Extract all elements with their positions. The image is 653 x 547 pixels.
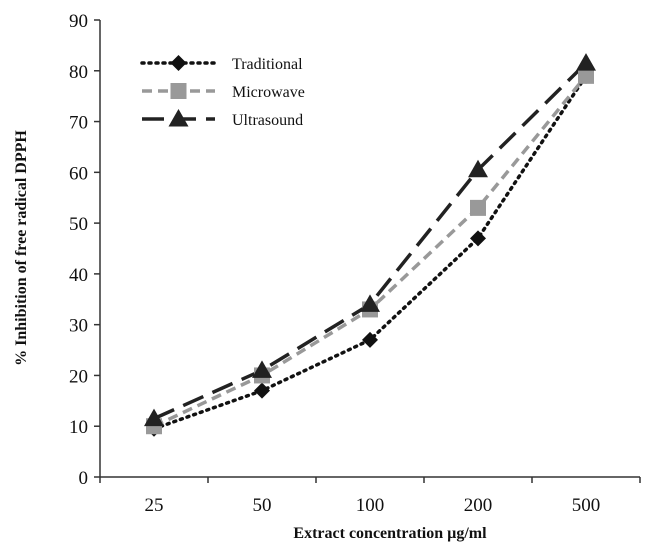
data-point-ultrasound	[144, 408, 164, 427]
x-axis-label: Extract concentration µg/ml	[293, 525, 487, 542]
y-tick-label: 80	[69, 62, 88, 83]
data-point-traditional	[470, 230, 486, 247]
x-tick-label: 500	[572, 495, 601, 516]
y-axis-ticks: 0 10 20 30 40 50 60 70 80 90	[69, 11, 100, 489]
data-point-ultrasound	[252, 360, 272, 378]
legend-marker-traditional	[170, 55, 187, 71]
x-axis-ticks: 25 50 100 200 500	[99, 477, 641, 516]
x-tick-label: 100	[356, 495, 385, 516]
data-point-ultrasound	[468, 159, 488, 178]
legend-marker-ultrasound	[168, 109, 189, 127]
x-tick-label: 25	[145, 495, 164, 516]
x-tick-label: 200	[464, 495, 493, 516]
series-markers	[144, 53, 596, 437]
series-lines	[152, 61, 588, 431]
data-point-ultrasound	[360, 294, 380, 312]
y-tick-label: 20	[69, 366, 88, 387]
y-tick-label: 30	[69, 316, 88, 337]
data-point-traditional	[362, 331, 378, 348]
series-line-traditional	[152, 74, 588, 431]
x-tick-label: 50	[253, 495, 272, 516]
legend-label-microwave: Microwave	[232, 84, 305, 101]
legend: Traditional Microwave Ultrasound	[140, 55, 305, 129]
data-point-microwave	[578, 67, 594, 84]
data-point-microwave	[470, 199, 486, 216]
legend-label-traditional: Traditional	[232, 56, 303, 73]
y-axis-label: % Inhibition of free radical DPPH	[13, 130, 30, 366]
series-line-microwave	[153, 74, 588, 428]
y-tick-label: 40	[69, 265, 88, 286]
data-point-traditional	[254, 382, 270, 399]
y-tick-label: 60	[69, 163, 88, 184]
y-tick-label: 50	[69, 214, 88, 235]
data-point-ultrasound	[576, 53, 596, 71]
y-tick-label: 0	[79, 468, 89, 489]
y-tick-label: 90	[69, 11, 88, 32]
y-tick-label: 10	[69, 417, 88, 438]
legend-marker-microwave	[170, 83, 187, 99]
y-tick-label: 70	[69, 113, 88, 134]
legend-label-ultrasound: Ultrasound	[232, 112, 303, 129]
series-line-ultrasound	[153, 61, 588, 421]
